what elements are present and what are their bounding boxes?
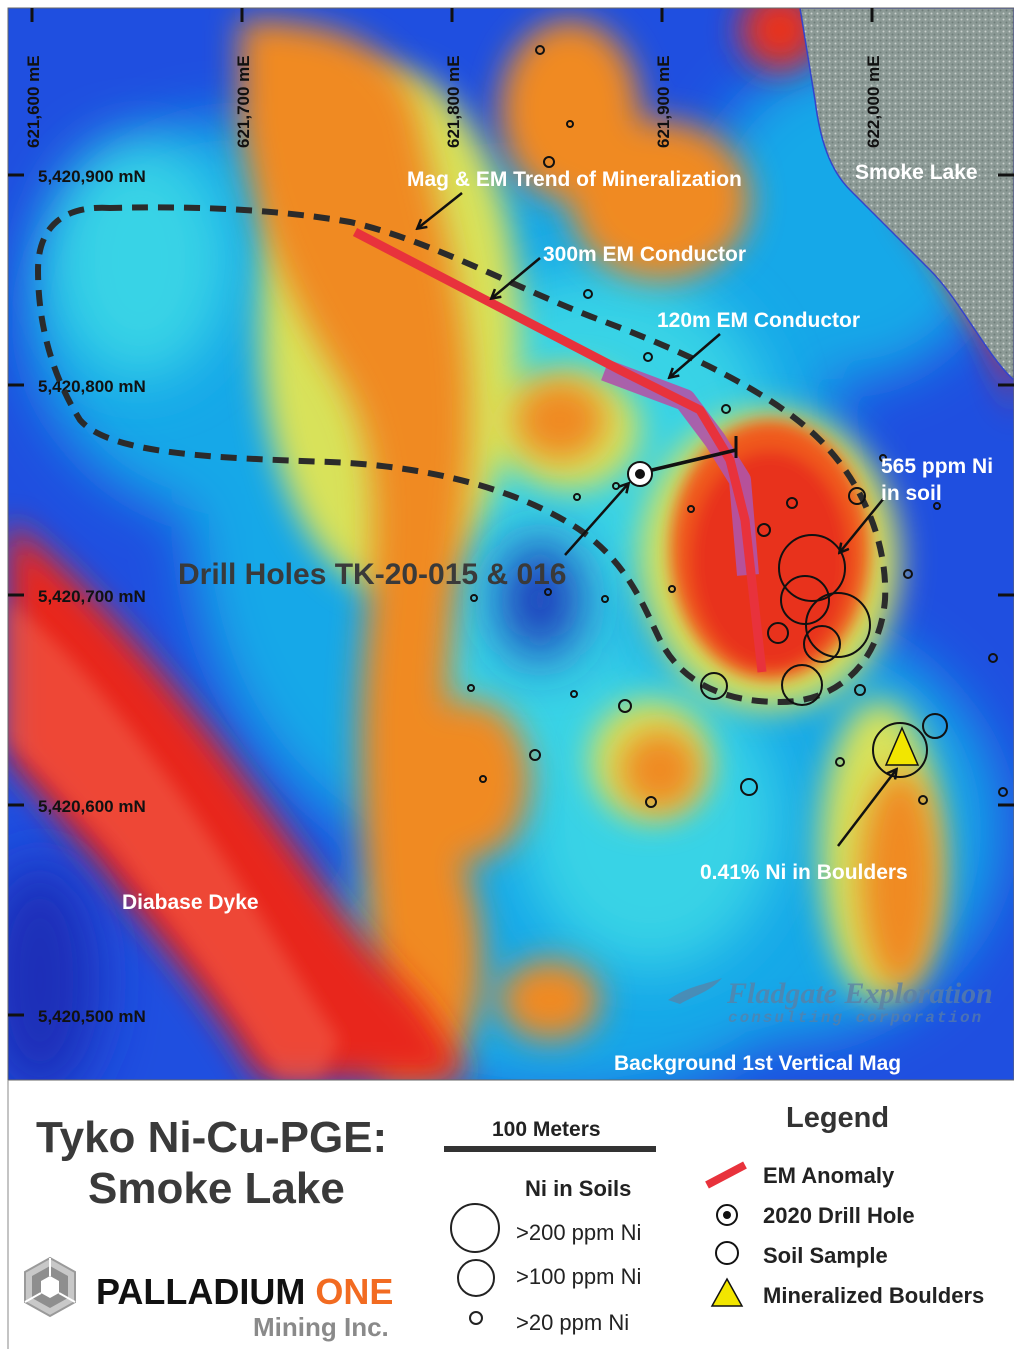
legend-item-soil-sample: Soil Sample — [763, 1243, 888, 1268]
soil-size-small-label: >20 ppm Ni — [516, 1310, 629, 1335]
palladium-one-logo-icon — [24, 1256, 76, 1318]
title-line1: Tyko Ni-Cu-PGE: — [36, 1113, 387, 1162]
easting-label-2: 621,700 mE — [234, 55, 253, 148]
legend-item-boulders: Mineralized Boulders — [763, 1283, 984, 1308]
soil-size-medium-label: >100 ppm Ni — [516, 1264, 641, 1289]
scale-bar-label: 100 Meters — [492, 1118, 601, 1141]
easting-label-3: 621,800 mE — [444, 55, 463, 148]
legend-item-drill-hole: 2020 Drill Hole — [763, 1203, 915, 1228]
company-name-part1: PALLADIUM — [96, 1271, 305, 1312]
soils-heading: Ni in Soils — [525, 1176, 631, 1201]
northing-label-3: 5,420,700 mN — [38, 587, 146, 606]
company-name: PALLADIUM ONE — [96, 1271, 393, 1312]
em-conductor-300m — [352, 228, 767, 673]
company-subtitle: Mining Inc. — [253, 1312, 389, 1342]
boulder-soil-circle — [872, 722, 928, 778]
soil-size-large-icon — [450, 1203, 500, 1253]
legend-boulder-icon — [710, 1277, 744, 1307]
fladgate-watermark: Fladgate Exploration — [726, 977, 993, 1010]
legend-item-em-anomaly: EM Anomaly — [763, 1163, 895, 1188]
ni565-label-line1: 565 ppm Ni — [881, 455, 993, 478]
ni565-label-line2: in soil — [881, 482, 942, 505]
boulders-label: 0.41% Ni in Boulders — [700, 861, 908, 884]
background-label: Background 1st Vertical Mag — [614, 1052, 901, 1075]
em300-label: 300m EM Conductor — [543, 243, 746, 266]
legend-heading: Legend — [786, 1102, 889, 1134]
legend-em-anomaly-icon — [705, 1161, 747, 1189]
easting-label-1: 621,600 mE — [24, 55, 43, 148]
smoke-lake — [799, 8, 1014, 381]
boulder-icon — [884, 726, 920, 766]
drill-hole-center — [635, 469, 645, 479]
soil-size-small-icon — [469, 1311, 483, 1325]
fladgate-logo-icon — [668, 978, 722, 1004]
northing-label-1: 5,420,900 mN — [38, 167, 146, 186]
scale-bar — [444, 1146, 656, 1152]
northing-label-2: 5,420,800 mN — [38, 377, 146, 396]
em120-label: 120m EM Conductor — [657, 309, 860, 332]
drill-holes-label: Drill Holes TK-20-015 & 016 — [178, 558, 567, 591]
northing-label-5: 5,420,500 mN — [38, 1007, 146, 1026]
drill-hole-trace — [651, 448, 737, 472]
soil-size-medium-icon — [457, 1259, 495, 1297]
trend-label: Mag & EM Trend of Mineralization — [407, 168, 742, 191]
trend-outline — [34, 204, 889, 706]
easting-label-5: 622,000 mE — [864, 55, 883, 148]
grid-ticks — [8, 8, 1014, 1017]
title-line2: Smoke Lake — [88, 1164, 345, 1213]
legend-soil-sample-icon — [715, 1241, 739, 1265]
smoke-lake-label: Smoke Lake — [855, 161, 978, 184]
fladgate-watermark-sub: consulting corporation — [728, 1009, 983, 1027]
company-name-part2: ONE — [315, 1271, 393, 1312]
soil-size-large-label: >200 ppm Ni — [516, 1220, 641, 1245]
easting-label-4: 621,900 mE — [654, 55, 673, 148]
soil-samples — [467, 45, 1008, 808]
diabase-dyke-label: Diabase Dyke — [122, 891, 259, 914]
annotation-leaders — [418, 192, 896, 847]
northing-label-4: 5,420,600 mN — [38, 797, 146, 816]
